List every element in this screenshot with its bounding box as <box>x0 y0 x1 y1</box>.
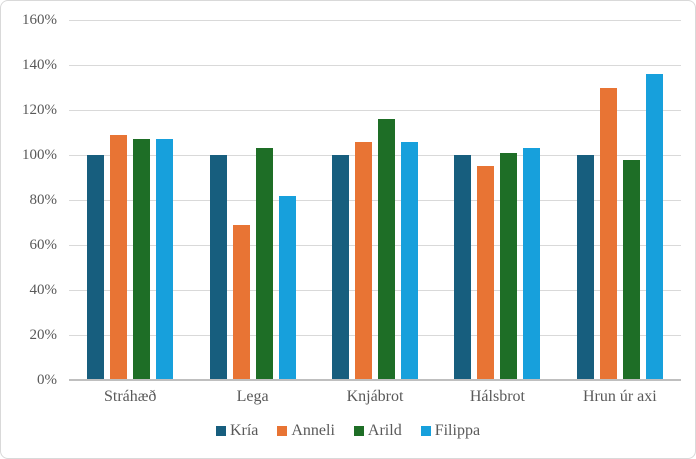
bar-group-lega <box>191 20 313 380</box>
bar-group-knjabrot <box>314 20 436 380</box>
bar-filippa-halsbrot <box>523 148 541 380</box>
x-axis-line <box>69 379 681 381</box>
y-tick-label-0-: 0% <box>37 372 57 388</box>
y-tick-label-120-: 120% <box>22 102 57 118</box>
bar-anneli-knjabrot <box>355 141 373 380</box>
x-tick-label-strah-: Stráhæð <box>103 388 157 405</box>
bar-anneli-halsbrot <box>477 166 495 380</box>
gridline-20- <box>69 335 681 336</box>
bar-arild-strah- <box>133 139 151 380</box>
legend-item-filippa: Filippa <box>420 422 481 440</box>
bar-kria-lega <box>209 155 227 380</box>
bar-filippa-lega <box>278 195 296 380</box>
bar-arild-halsbrot <box>500 152 518 380</box>
bar-anneli-lega <box>232 224 250 380</box>
legend-swatch-filippa <box>420 426 431 436</box>
legend-swatch-anneli <box>277 426 288 436</box>
bar-group-strah- <box>69 20 191 380</box>
bar-arild-knjabrot <box>378 119 396 380</box>
gridline-60- <box>69 245 681 246</box>
bar-kria-halsbrot <box>454 155 472 380</box>
y-tick-label-160-: 160% <box>22 12 57 28</box>
legend-item-kria: Kría <box>215 422 259 440</box>
legend-label-kria: Kría <box>229 422 259 439</box>
bar-filippa-knjabrot <box>401 141 419 380</box>
y-tick-label-140-: 140% <box>22 57 57 73</box>
legend-item-anneli: Anneli <box>277 422 335 440</box>
bar-group-hrun-ur-axi <box>559 20 681 380</box>
gridline-160- <box>69 20 681 21</box>
legend-label-anneli: Anneli <box>291 422 335 439</box>
gridline-100- <box>69 155 681 156</box>
bar-filippa-hrun-ur-axi <box>645 74 663 380</box>
bar-group-halsbrot <box>436 20 558 380</box>
legend-label-filippa: Filippa <box>434 422 481 439</box>
x-tick-label-lega: Lega <box>236 388 269 405</box>
y-tick-label-60-: 60% <box>29 237 58 253</box>
bar-anneli-strah- <box>110 134 128 380</box>
bar-arild-lega <box>255 148 273 380</box>
plot-area <box>69 20 681 381</box>
bar-anneli-hrun-ur-axi <box>599 87 617 380</box>
gridline-120- <box>69 110 681 111</box>
y-tick-label-20-: 20% <box>29 327 58 343</box>
y-tick-label-80-: 80% <box>29 192 58 208</box>
legend: Kría Anneli Arild Filippa <box>1 422 695 440</box>
legend-swatch-kria <box>215 426 226 436</box>
gridline-80- <box>69 200 681 201</box>
bar-arild-hrun-ur-axi <box>622 159 640 380</box>
legend-item-arild: Arild <box>353 422 402 440</box>
x-axis-labels: Stráhæð Lega Knjábrot Hálsbrot Hrun úr axi <box>69 388 681 406</box>
gridline-140- <box>69 65 681 66</box>
bar-kria-hrun-ur-axi <box>576 155 594 380</box>
bar-kria-strah- <box>87 155 105 380</box>
legend-swatch-arild <box>353 426 364 436</box>
y-tick-label-40-: 40% <box>29 282 58 298</box>
bar-groups <box>69 20 681 380</box>
bar-kria-knjabrot <box>332 155 350 380</box>
x-tick-label-halsbrot: Hálsbrot <box>469 388 525 405</box>
legend-label-arild: Arild <box>367 422 402 439</box>
gridline-40- <box>69 290 681 291</box>
y-tick-label-100-: 100% <box>22 147 57 163</box>
y-axis-labels: 0% 20% 40% 60% 80% 100% 120% 140% 160% <box>1 12 58 388</box>
bar-filippa-strah- <box>156 139 174 380</box>
x-tick-label-hrun-ur-axi: Hrun úr axi <box>582 388 657 405</box>
x-tick-label-knjabrot: Knjábrot <box>346 388 404 405</box>
